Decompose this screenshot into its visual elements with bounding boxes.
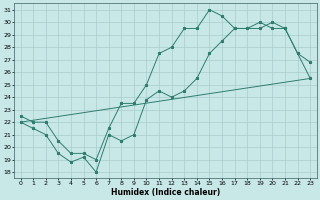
X-axis label: Humidex (Indice chaleur): Humidex (Indice chaleur) bbox=[111, 188, 220, 197]
